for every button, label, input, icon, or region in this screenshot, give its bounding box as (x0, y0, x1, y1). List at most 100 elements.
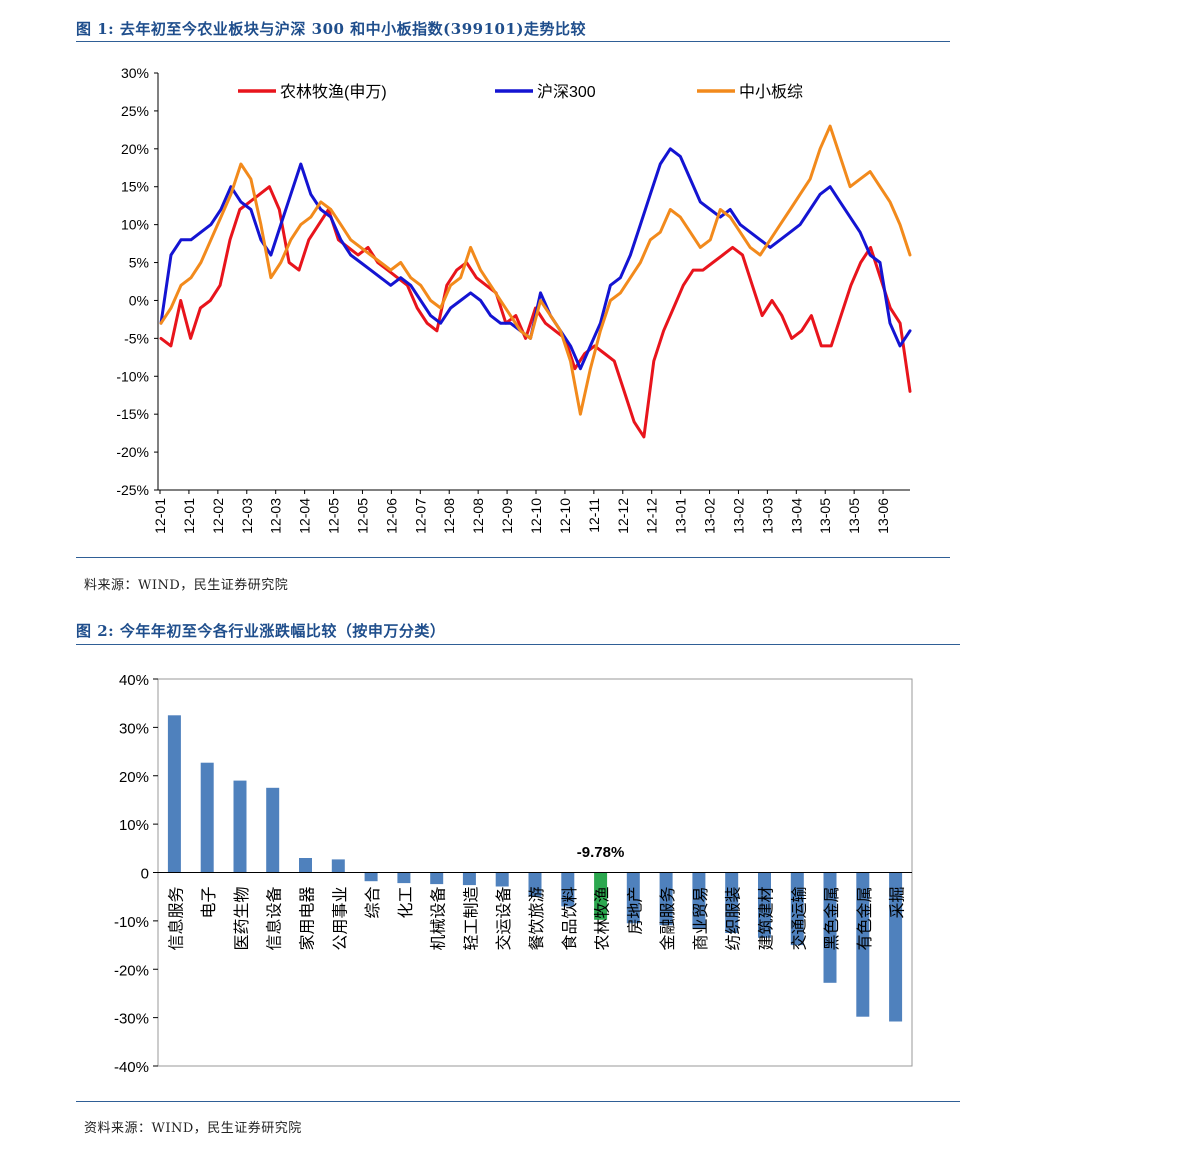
category-label: 建筑建材 (757, 887, 775, 951)
bar (299, 858, 312, 873)
x-tick-label: 13-04 (788, 498, 804, 534)
x-tick-label: 12-03 (268, 498, 284, 534)
figure1-source: 料来源：WIND，民生证券研究院 (84, 578, 289, 593)
category-label: 机械设备 (430, 887, 448, 951)
figure2-bottom-rule (76, 1101, 960, 1102)
series-line-3 (159, 124, 912, 416)
category-label: 餐饮旅游 (528, 887, 546, 951)
y-tick-label: 40% (119, 672, 149, 689)
bar (889, 872, 903, 1022)
x-tick-label: 12-05 (354, 498, 370, 534)
bar-chart: -40% -30% -20% -10% 0 10% 20% 30% 40% 信息服务 电子 医药生物信… (114, 672, 913, 1076)
bar (758, 872, 771, 938)
bar (823, 872, 837, 983)
figure1-bottom-rule (76, 557, 950, 558)
y-tick-label: 5% (129, 255, 149, 271)
bar (430, 872, 444, 885)
category-label: 化工 (397, 887, 415, 919)
y-tick-label: 25% (121, 103, 149, 119)
category-label: 公用事业 (331, 887, 349, 951)
x-tick-label: 12-10 (557, 498, 573, 534)
category-label: 医药生物 (233, 887, 251, 951)
category-label: 商业贸易 (692, 887, 710, 951)
y-tick-label: 15% (121, 179, 149, 195)
y-tick-label: -25% (116, 482, 149, 498)
x-tick-label: 12-03 (239, 498, 255, 534)
x-tick-label: 13-02 (730, 498, 746, 534)
y-tick-label: -5% (124, 330, 149, 346)
x-tick-label: 12-12 (644, 498, 660, 534)
x-tick-label: 12-08 (441, 498, 457, 534)
x-tick-label: 13-05 (817, 498, 833, 534)
category-label: 家用电器 (299, 887, 317, 951)
x-tick-label: 12-10 (528, 498, 544, 534)
bar (495, 872, 509, 887)
x-tick-label: 12-09 (499, 498, 515, 534)
y-tick-label: 10% (119, 817, 149, 834)
x-tick-label: 12-05 (326, 498, 342, 534)
category-label: 房地产 (626, 887, 644, 935)
bar (528, 872, 542, 897)
y-tick-label: 10% (121, 217, 149, 233)
category-label: 食品饮料 (561, 887, 579, 951)
bar (462, 872, 476, 886)
x-tick-label: 12-07 (412, 498, 428, 534)
bar (167, 715, 181, 873)
x-tick-label: 13-06 (875, 498, 891, 534)
category-label: 采掘 (889, 887, 907, 919)
category-label: 电子 (200, 887, 218, 919)
x-tick-label: 13-02 (702, 498, 718, 534)
category-label: 轻工制造 (462, 887, 480, 951)
y-tick-label: -10% (114, 914, 149, 931)
category-label: 交运设备 (495, 887, 513, 951)
bar (659, 872, 673, 926)
bar (790, 872, 804, 946)
y-tick-label: -15% (116, 406, 149, 422)
bar (626, 872, 640, 924)
y-tick-label: 20% (121, 141, 149, 157)
bar (397, 872, 411, 884)
category-label: 纺织服装 (725, 887, 743, 951)
figure2-source: 资料来源：WIND，民生证券研究院 (84, 1121, 302, 1136)
y-tick-label: 20% (119, 769, 149, 786)
y-tick-label: -30% (114, 1011, 149, 1028)
figure2-top-rule (76, 644, 960, 645)
y-tick-label: 30% (121, 65, 149, 81)
x-tick-label: 12-02 (210, 498, 226, 534)
y-tick-label: -20% (114, 962, 149, 979)
x-tick-label: 13-03 (759, 498, 775, 534)
x-tick-label: 12-12 (615, 498, 631, 534)
legend-label-1: 农林牧渔(申万) (280, 83, 387, 101)
y-tick-label: 0 (141, 866, 149, 883)
legend-label-3: 中小板综 (739, 83, 803, 101)
y-tick-label: -40% (114, 1059, 149, 1076)
x-tick-label: 12-01 (181, 498, 197, 534)
x-tick-label: 12-08 (470, 498, 486, 534)
x-tick-label: 12-04 (297, 498, 313, 534)
bar (561, 872, 575, 907)
category-label: 黑色金属 (823, 887, 841, 951)
bar (692, 872, 706, 929)
category-label: 信息设备 (266, 887, 284, 951)
y-tick-label: 0% (129, 292, 149, 308)
figure2-title: 图 2: 今年年初至今各行业涨跌幅比较（按申万分类） (76, 622, 446, 640)
category-label: 信息服务 (167, 887, 185, 951)
category-label: 交通运输 (790, 887, 808, 951)
category-label: 综合 (364, 887, 382, 919)
x-tick-label: 12-01 (152, 498, 168, 534)
legend-label-2: 沪深300 (537, 83, 596, 101)
line-chart: -25% -20% -15% -10% -5% 0% 5% 10% 15% 20% 25% 30% 12… (116, 65, 912, 534)
y-tick-label: 30% (119, 720, 149, 737)
figure1-top-rule (76, 41, 950, 42)
x-tick-label: 13-01 (673, 498, 689, 534)
bar (856, 872, 870, 1017)
bar (725, 872, 739, 933)
category-label: 金融服务 (659, 887, 677, 951)
category-label: 有色金属 (856, 887, 874, 951)
bar (594, 872, 608, 920)
bar (364, 872, 378, 882)
y-tick-label: -20% (116, 444, 149, 460)
x-tick-label: 12-11 (586, 498, 602, 533)
bar (266, 787, 280, 873)
bar (200, 762, 214, 873)
